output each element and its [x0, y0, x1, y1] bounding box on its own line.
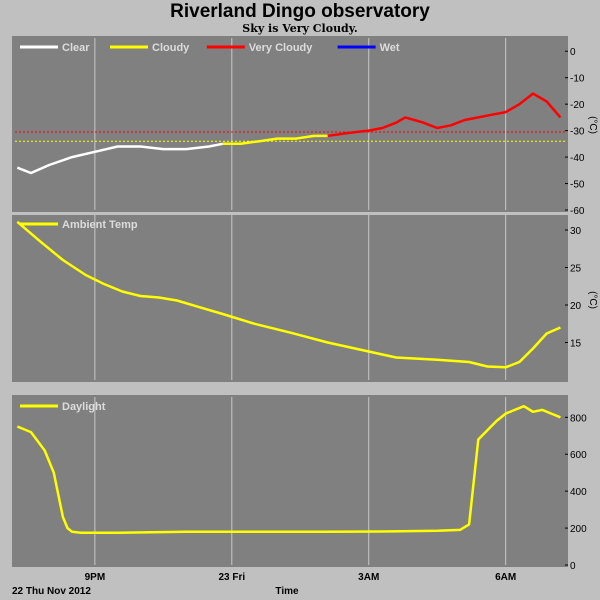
sky-legend: Clear Cloudy Very Cloudy Wet	[20, 42, 400, 54]
x-axis-ticks: 9PM 23 Fri 3AM 6AM	[85, 572, 517, 583]
page-subtitle: Sky is Very Cloudy.	[242, 22, 358, 35]
sky-y-label: (°C)	[587, 116, 598, 134]
daylight-y-tick-label: 800	[570, 413, 587, 424]
x-tick-label: 9PM	[85, 572, 106, 583]
sky-panel: Clear Cloudy Very Cloudy Wet 0 -10 -20 -30 -40 -…	[12, 36, 598, 217]
daylight-y-tick-label: 600	[570, 450, 587, 461]
sky-series-line-2	[327, 92, 562, 138]
ambient-panel-bg	[12, 215, 568, 382]
daylight-panel: Daylight 800 600 400 200 0	[12, 395, 587, 572]
daylight-y-tick-label: 400	[570, 487, 587, 498]
sky-plot-area	[15, 38, 565, 210]
ambient-y-tick-label: 20	[570, 301, 582, 312]
daylight-grid	[94, 397, 507, 565]
sky-legend-label: Cloudy	[152, 42, 190, 54]
daylight-legend-label: Daylight	[62, 401, 106, 413]
ambient-legend-label: Ambient Temp	[62, 219, 138, 231]
sky-legend-label: Wet	[380, 42, 400, 54]
sky-series-line-0	[16, 142, 223, 175]
daylight-lines	[16, 404, 561, 534]
date-label: 22 Thu Nov 2012	[12, 586, 91, 597]
x-tick-label: 3AM	[358, 572, 379, 583]
time-axis-label: Time	[275, 586, 299, 597]
sky-lines	[16, 92, 562, 175]
sky-y-tick-label: -20	[570, 100, 585, 111]
page-title: Riverland Dingo observatory	[170, 1, 430, 22]
sky-y-ticks: 0 -10 -20 -30 -40 -50 -60	[565, 47, 585, 217]
daylight-y-tick-label: 0	[570, 561, 576, 572]
daylight-series-line-0	[16, 404, 561, 534]
ambient-y-ticks: 30 25 20 15	[565, 226, 582, 350]
ambient-panel: Ambient Temp 30 25 20 15 (°C)	[12, 215, 598, 382]
ambient-y-label: (°C)	[587, 291, 598, 309]
sky-y-tick-label: -40	[570, 153, 585, 164]
ambient-y-tick-label: 25	[570, 264, 582, 275]
daylight-legend: Daylight	[20, 401, 106, 413]
sky-grid	[94, 38, 507, 210]
sky-y-tick-label: 0	[570, 47, 576, 58]
ambient-lines	[16, 220, 561, 369]
ambient-legend: Ambient Temp	[20, 219, 138, 231]
daylight-y-tick-label: 200	[570, 524, 587, 535]
ambient-y-tick-label: 30	[570, 226, 582, 237]
sky-series-line-1	[222, 134, 328, 146]
sky-legend-label: Very Cloudy	[249, 42, 313, 54]
x-tick-label: 6AM	[495, 572, 516, 583]
sky-legend-label: Clear	[62, 42, 90, 54]
daylight-y-ticks: 800 600 400 200 0	[565, 413, 587, 572]
sky-y-tick-label: -10	[570, 74, 585, 85]
sky-y-tick-label: -50	[570, 180, 585, 191]
ambient-y-tick-label: 15	[570, 339, 582, 350]
sky-y-tick-label: -30	[570, 127, 585, 138]
x-tick-label: 23 Fri	[218, 572, 245, 583]
ambient-series-line-0	[16, 220, 561, 369]
daylight-panel-bg	[12, 395, 568, 567]
sky-y-tick-label: -60	[570, 206, 585, 217]
